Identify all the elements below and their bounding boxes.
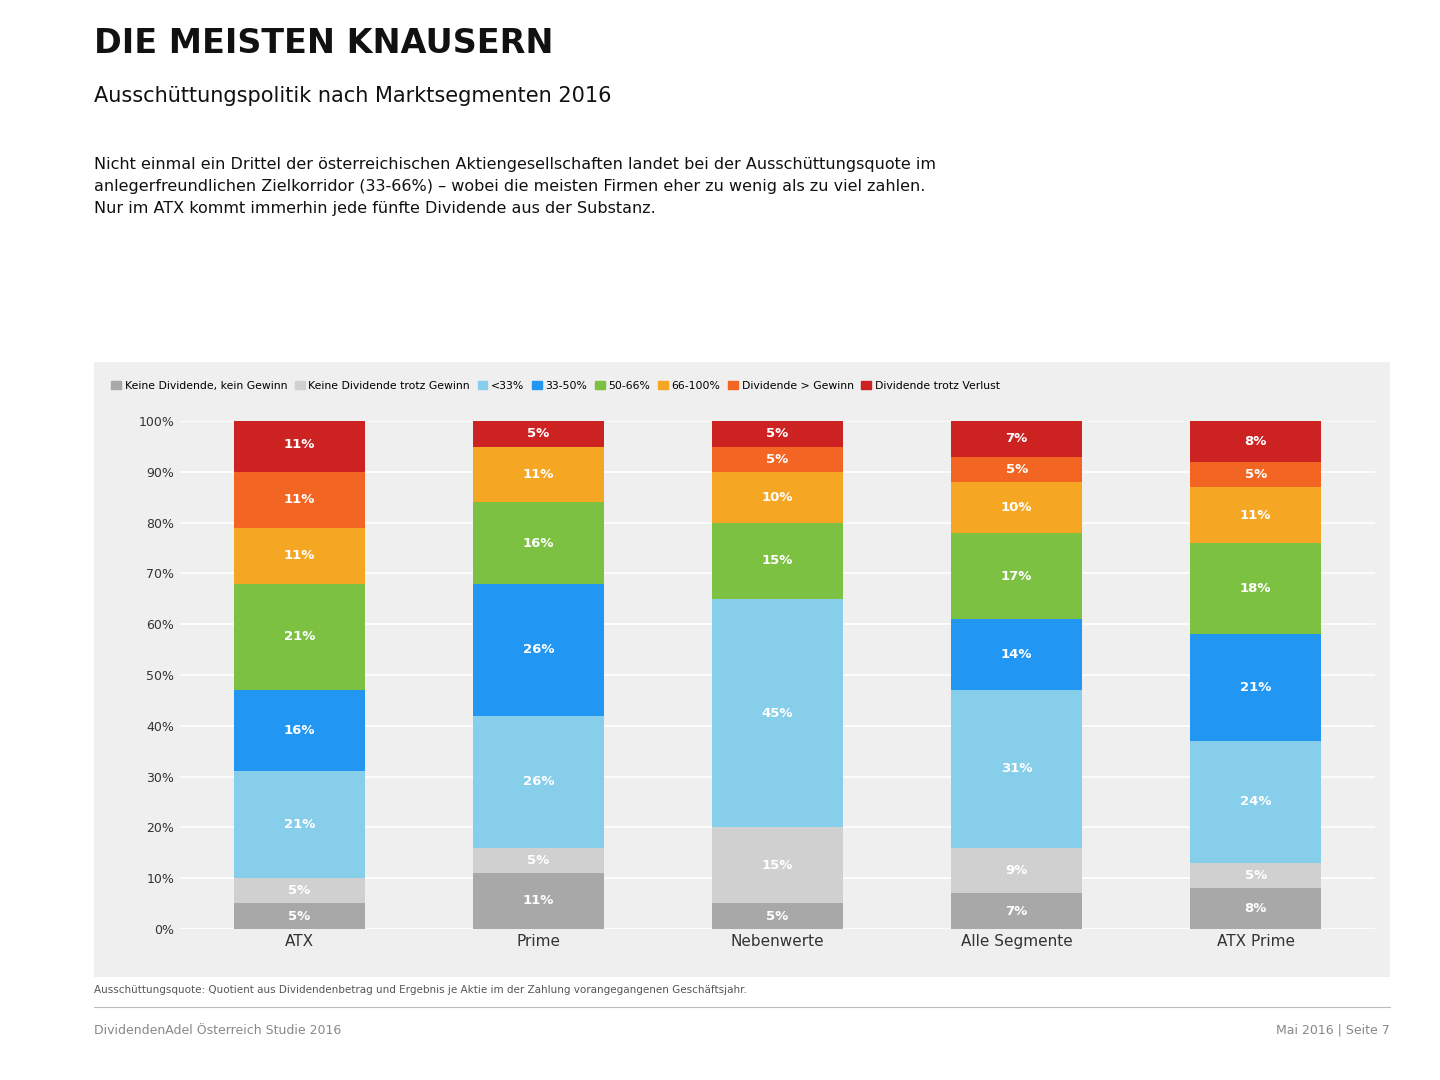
Text: 5%: 5% [1244,468,1267,481]
Text: 21%: 21% [284,631,315,644]
Text: 8%: 8% [1244,435,1267,448]
Bar [1189,741,1322,863]
Bar [1189,543,1322,634]
Text: 16%: 16% [284,725,315,738]
Bar [950,893,1083,929]
Bar [472,583,605,716]
Text: Mai 2016 | Seite 7: Mai 2016 | Seite 7 [1276,1024,1390,1037]
Text: 11%: 11% [1240,509,1272,522]
Bar [233,690,366,771]
Text: Ausschüttungsquote: Quotient aus Dividendenbetrag und Ergebnis je Aktie im der Z: Ausschüttungsquote: Quotient aus Dividen… [94,985,746,995]
Bar [1189,634,1322,741]
Text: 8%: 8% [1244,902,1267,915]
Text: 15%: 15% [762,554,793,567]
Text: 14%: 14% [1001,648,1032,661]
Bar [950,619,1083,690]
Bar [472,716,605,848]
Text: 11%: 11% [284,494,315,507]
Bar [1189,863,1322,888]
Bar [711,421,844,447]
Text: 18%: 18% [1240,582,1272,595]
Bar [950,457,1083,482]
Legend: Keine Dividende, kein Gewinn, Keine Dividende trotz Gewinn, <33%, 33-50%, 50-66%: Keine Dividende, kein Gewinn, Keine Divi… [111,381,999,391]
Text: 5%: 5% [1005,463,1028,476]
Bar [950,532,1083,619]
Text: DividendenAdel Österreich Studie 2016: DividendenAdel Österreich Studie 2016 [94,1024,341,1037]
Text: Nicht einmal ein Drittel der österreichischen Aktiengesellschaften landet bei de: Nicht einmal ein Drittel der österreichi… [94,157,936,216]
Bar [472,447,605,502]
Bar [950,848,1083,893]
Text: 5%: 5% [1244,869,1267,882]
Text: 17%: 17% [1001,569,1032,582]
Bar [711,447,844,472]
Text: 5%: 5% [288,885,311,897]
Bar [950,421,1083,457]
Bar [950,482,1083,532]
Bar [233,771,366,878]
Bar [711,827,844,903]
Bar [711,472,844,523]
Text: DIE MEISTEN KNAUSERN: DIE MEISTEN KNAUSERN [94,27,553,60]
Bar [711,598,844,827]
Text: 11%: 11% [523,468,554,481]
Bar [233,903,366,929]
Text: 11%: 11% [284,550,315,563]
Text: 26%: 26% [523,775,554,788]
Text: 24%: 24% [1240,795,1272,809]
Bar [233,472,366,528]
Text: 10%: 10% [762,490,793,504]
Text: 16%: 16% [523,537,554,550]
Bar [472,873,605,929]
Text: 26%: 26% [523,643,554,657]
Text: 11%: 11% [284,437,315,450]
Text: 15%: 15% [762,859,793,872]
Text: 5%: 5% [766,428,789,441]
Bar [233,878,366,903]
Bar [950,690,1083,848]
Bar [233,528,366,583]
Text: 7%: 7% [1005,432,1028,445]
Text: 21%: 21% [284,819,315,832]
Text: 10%: 10% [1001,501,1032,514]
Bar [472,848,605,873]
Text: 5%: 5% [527,428,550,441]
Bar [711,903,844,929]
Text: 5%: 5% [527,854,550,867]
Text: Ausschüttungspolitik nach Marktsegmenten 2016: Ausschüttungspolitik nach Marktsegmenten… [94,86,611,107]
Bar [1189,462,1322,487]
Text: 7%: 7% [1005,905,1028,918]
Text: 11%: 11% [523,894,554,907]
Bar [1189,888,1322,929]
Bar [1189,487,1322,543]
Bar [472,502,605,583]
Bar [1189,421,1322,462]
Bar [233,583,366,690]
Text: 45%: 45% [762,706,793,719]
Bar [472,421,605,447]
Text: 5%: 5% [766,453,789,465]
Bar [233,416,366,472]
Text: 9%: 9% [1005,864,1028,877]
Text: 5%: 5% [766,909,789,922]
Text: 31%: 31% [1001,762,1032,775]
Bar [711,523,844,598]
Text: 21%: 21% [1240,681,1272,694]
Text: 5%: 5% [288,909,311,922]
